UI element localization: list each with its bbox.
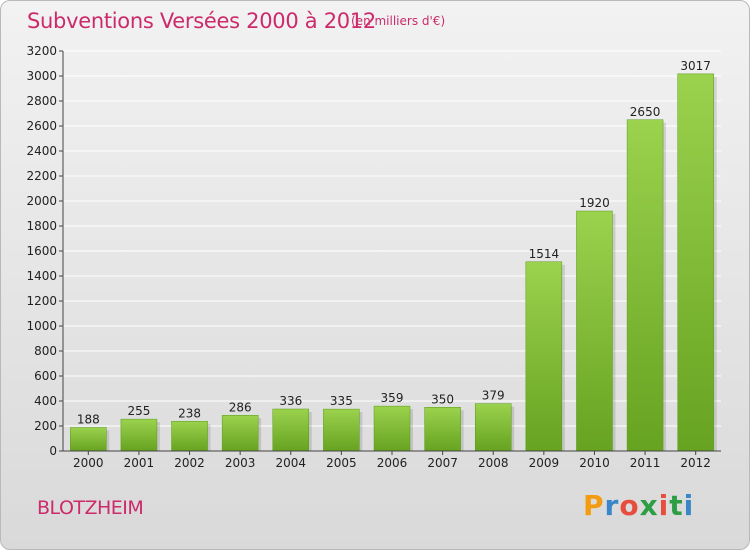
x-tick-label: 2010 [579, 456, 610, 470]
chart-title: Subventions Versées 2000 à 2012 [27, 9, 376, 33]
bar [626, 119, 664, 452]
bar [171, 421, 208, 452]
x-tick-label: 2012 [680, 456, 711, 470]
y-tick-label: 2200 [26, 169, 57, 183]
y-tick-label: 0 [49, 444, 57, 458]
x-tick-label: 2009 [529, 456, 560, 470]
y-tick-label: 1200 [26, 294, 57, 308]
x-tick-label: 2003 [225, 456, 256, 470]
data-label: 335 [330, 394, 353, 408]
y-tick-label: 1600 [26, 244, 57, 258]
logo-letter: x [639, 489, 659, 522]
logo-letter: P [583, 489, 605, 522]
bar [221, 415, 259, 452]
data-label: 255 [127, 404, 150, 418]
x-tick-label: 2004 [275, 456, 306, 470]
x-tick-label: 2011 [630, 456, 661, 470]
logo-letter: i [683, 489, 695, 522]
bar [474, 403, 512, 452]
y-tick-label: 800 [34, 344, 57, 358]
x-tick-label: 2005 [326, 456, 357, 470]
y-tick-label: 1000 [26, 319, 57, 333]
bar [677, 73, 714, 452]
y-tick-label: 2000 [26, 194, 57, 208]
y-tick-label: 1400 [26, 269, 57, 283]
data-label: 2650 [630, 105, 661, 119]
logo-letter: o [619, 489, 640, 522]
data-label: 359 [381, 391, 404, 405]
chart-subtitle: (en milliers d'€) [351, 14, 446, 28]
logo-letter: r [604, 489, 620, 522]
bar [120, 418, 158, 452]
y-tick-label: 400 [34, 394, 57, 408]
data-label: 238 [178, 406, 201, 420]
y-tick-label: 1800 [26, 219, 57, 233]
data-label: 336 [279, 394, 302, 408]
y-tick-label: 3200 [26, 44, 57, 58]
y-tick-label: 2600 [26, 119, 57, 133]
logo-letter: i [658, 489, 670, 522]
bar [70, 427, 107, 452]
commune-name: BLOTZHEIM [37, 497, 144, 519]
x-tick-label: 2006 [377, 456, 408, 470]
data-label: 379 [482, 389, 505, 403]
y-tick-label: 3000 [26, 69, 57, 83]
data-label: 1514 [529, 247, 560, 261]
x-tick-label: 2001 [124, 456, 155, 470]
logo-letter: t [669, 489, 684, 522]
y-tick-label: 600 [34, 369, 57, 383]
bar [424, 407, 461, 452]
x-tick-label: 2002 [174, 456, 205, 470]
bar [525, 261, 563, 452]
x-tick-label: 2008 [478, 456, 509, 470]
bar [576, 210, 613, 452]
bar [373, 405, 411, 452]
proxiti-logo: Proxiti [583, 489, 694, 522]
data-label: 188 [77, 413, 100, 427]
bar [323, 408, 360, 452]
bar [272, 408, 310, 452]
data-label: 3017 [680, 59, 711, 73]
y-tick-label: 2400 [26, 144, 57, 158]
y-tick-label: 200 [34, 419, 57, 433]
data-label: 286 [229, 400, 252, 414]
data-label: 1920 [579, 196, 610, 210]
x-tick-label: 2000 [73, 456, 104, 470]
y-tick-label: 2800 [26, 94, 57, 108]
x-tick-label: 2007 [427, 456, 458, 470]
data-label: 350 [431, 392, 454, 406]
